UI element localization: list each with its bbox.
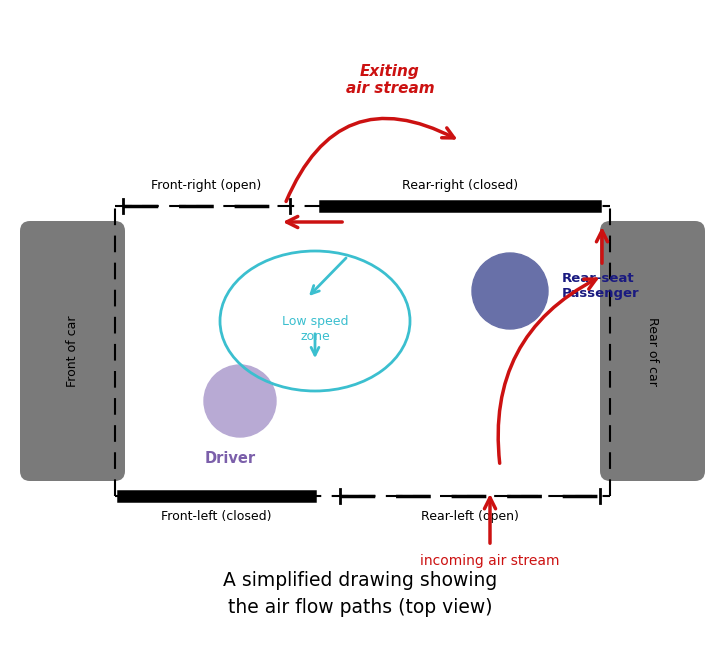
- Text: Front-left (closed): Front-left (closed): [161, 510, 271, 523]
- Text: Exiting
air stream: Exiting air stream: [346, 64, 434, 96]
- Text: Front-right (open): Front-right (open): [151, 179, 261, 192]
- Text: Driver: Driver: [204, 451, 256, 466]
- FancyBboxPatch shape: [20, 221, 125, 481]
- Circle shape: [472, 253, 548, 329]
- Text: A simplified drawing showing
the air flow paths (top view): A simplified drawing showing the air flo…: [223, 571, 497, 617]
- Text: incoming air stream: incoming air stream: [420, 554, 559, 568]
- Text: Rear of car: Rear of car: [646, 317, 659, 386]
- FancyBboxPatch shape: [600, 221, 705, 481]
- Text: Rear-right (closed): Rear-right (closed): [402, 179, 518, 192]
- Circle shape: [204, 365, 276, 437]
- Text: Rear-seat
Passenger: Rear-seat Passenger: [562, 272, 639, 300]
- Text: Front of car: Front of car: [66, 316, 79, 387]
- Text: Rear-left (open): Rear-left (open): [421, 510, 519, 523]
- Text: Low speed
zone: Low speed zone: [282, 315, 348, 343]
